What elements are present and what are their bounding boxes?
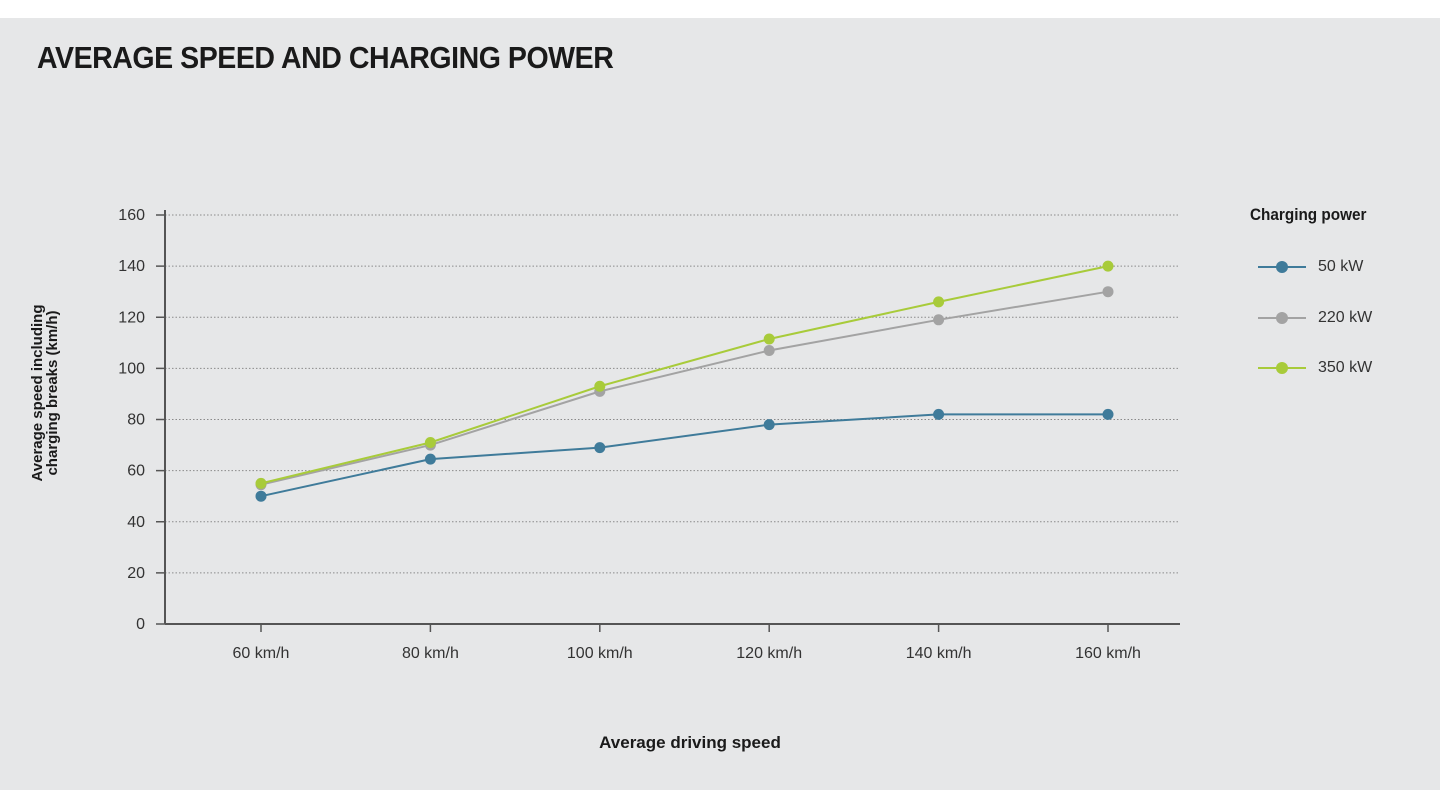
data-point (933, 314, 945, 326)
x-tick-label: 140 km/h (906, 645, 972, 662)
chart-title: AVERAGE SPEED AND CHARGING POWER (37, 40, 614, 75)
legend-label: 50 kW (1318, 258, 1364, 275)
data-point (594, 442, 606, 454)
y-tick-label: 40 (127, 514, 145, 531)
y-tick-label: 0 (136, 616, 145, 633)
legend-title: Charging power (1250, 205, 1367, 224)
legend-item-350kw: 350 kW (1258, 359, 1372, 377)
x-tick-label: 160 km/h (1075, 645, 1141, 662)
y-tick-label: 60 (127, 463, 145, 480)
data-point (933, 408, 945, 420)
data-point (763, 344, 775, 356)
legend-item-220kw: 220 kW (1258, 309, 1372, 327)
series-line-50kw (260, 413, 1108, 498)
data-point (1102, 260, 1114, 272)
legend-swatch (1258, 312, 1306, 324)
x-tick-label: 100 km/h (567, 645, 633, 662)
legend-label: 220 kW (1318, 309, 1373, 326)
legend-swatch (1258, 261, 1306, 273)
legend: Charging power 50 kW 220 kW 350 kW (1250, 205, 1379, 376)
legend-item-50kw: 50 kW (1258, 258, 1363, 276)
data-point (1102, 408, 1114, 420)
chart-panel (0, 18, 1440, 790)
data-point (933, 296, 945, 308)
y-tick-label: 80 (127, 412, 145, 429)
data-point (255, 490, 267, 502)
data-point (424, 437, 436, 449)
legend-label: 350 kW (1318, 359, 1373, 376)
x-tick-label: 80 km/h (402, 645, 459, 662)
series-line-350kw (260, 265, 1109, 485)
x-axis-label: Average driving speed (599, 733, 781, 752)
x-tick-label: 60 km/h (233, 645, 290, 662)
y-tick-label: 120 (118, 309, 145, 326)
y-tick-label: 20 (127, 565, 145, 582)
data-point (763, 333, 775, 345)
y-tick-label: 100 (118, 360, 145, 377)
data-point (424, 453, 436, 465)
data-point (1102, 286, 1114, 298)
data-point (255, 477, 267, 489)
data-point (763, 419, 775, 431)
legend-swatch (1258, 362, 1306, 374)
x-tick-label: 120 km/h (736, 645, 802, 662)
y-tick-label: 160 (118, 207, 145, 224)
series-line-220kw (260, 290, 1109, 486)
data-point (594, 380, 606, 392)
y-tick-label: 140 (118, 258, 145, 275)
y-axis-label: Average speed including charging breaks … (29, 304, 61, 482)
